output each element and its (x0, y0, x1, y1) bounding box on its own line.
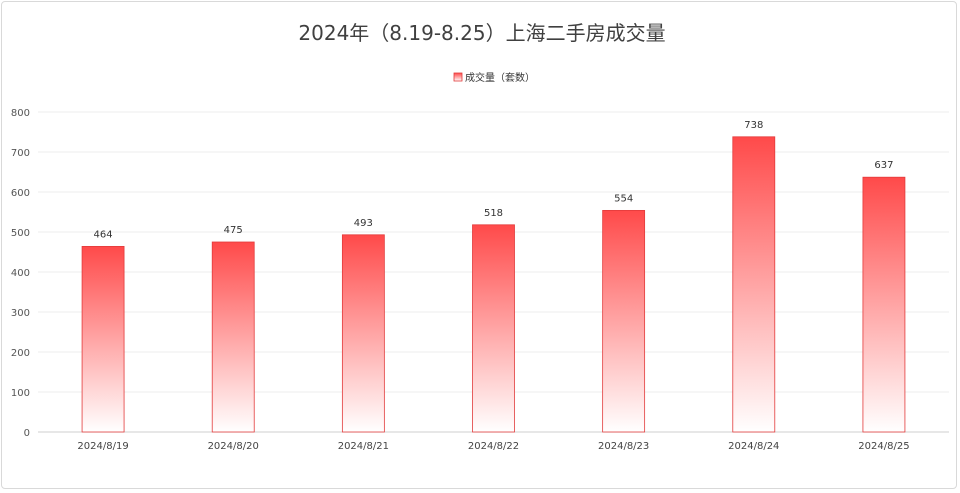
x-tick-label: 2024/8/25 (858, 441, 909, 452)
y-tick-label: 400 (11, 268, 30, 279)
legend[interactable]: 成交量（套数） (453, 71, 535, 84)
legend-label: 成交量（套数） (465, 71, 535, 84)
x-tick-label: 2024/8/20 (208, 441, 259, 452)
data-label: 637 (874, 160, 893, 171)
data-label: 518 (484, 208, 503, 219)
bar[interactable] (472, 224, 515, 433)
x-tick-label: 2024/8/22 (468, 441, 519, 452)
bar[interactable] (862, 176, 906, 433)
bars: 464 475 493 518 554 738 637 (81, 120, 906, 433)
y-tick-label: 300 (11, 308, 30, 319)
y-tick-label: 700 (11, 148, 30, 159)
bar[interactable] (732, 136, 776, 433)
x-tick-label: 2024/8/24 (728, 441, 779, 452)
bar[interactable] (211, 241, 255, 433)
chart-title: 2024年（8.19-8.25）上海二手房成交量 (298, 21, 665, 45)
axes: 0 100 200 300 400 500 600 700 800 2024/8/19 2024/8… (11, 108, 910, 452)
y-tick-label: 100 (11, 388, 30, 399)
x-tick-label: 2024/8/23 (598, 441, 649, 452)
x-tick-label: 2024/8/19 (77, 441, 128, 452)
legend-swatch (453, 72, 463, 82)
data-label: 554 (614, 193, 633, 204)
y-tick-label: 200 (11, 348, 30, 359)
data-label: 464 (94, 229, 113, 240)
data-label: 475 (224, 225, 243, 236)
data-label: 493 (354, 218, 373, 229)
y-tick-label: 600 (11, 188, 30, 199)
y-tick-label: 0 (24, 428, 30, 439)
x-tick-label: 2024/8/21 (338, 441, 389, 452)
bar[interactable] (341, 234, 385, 433)
y-tick-label: 500 (11, 228, 30, 239)
bar[interactable] (602, 209, 646, 433)
bar[interactable] (81, 245, 125, 433)
y-tick-label: 800 (11, 108, 30, 119)
data-label: 738 (744, 120, 763, 131)
